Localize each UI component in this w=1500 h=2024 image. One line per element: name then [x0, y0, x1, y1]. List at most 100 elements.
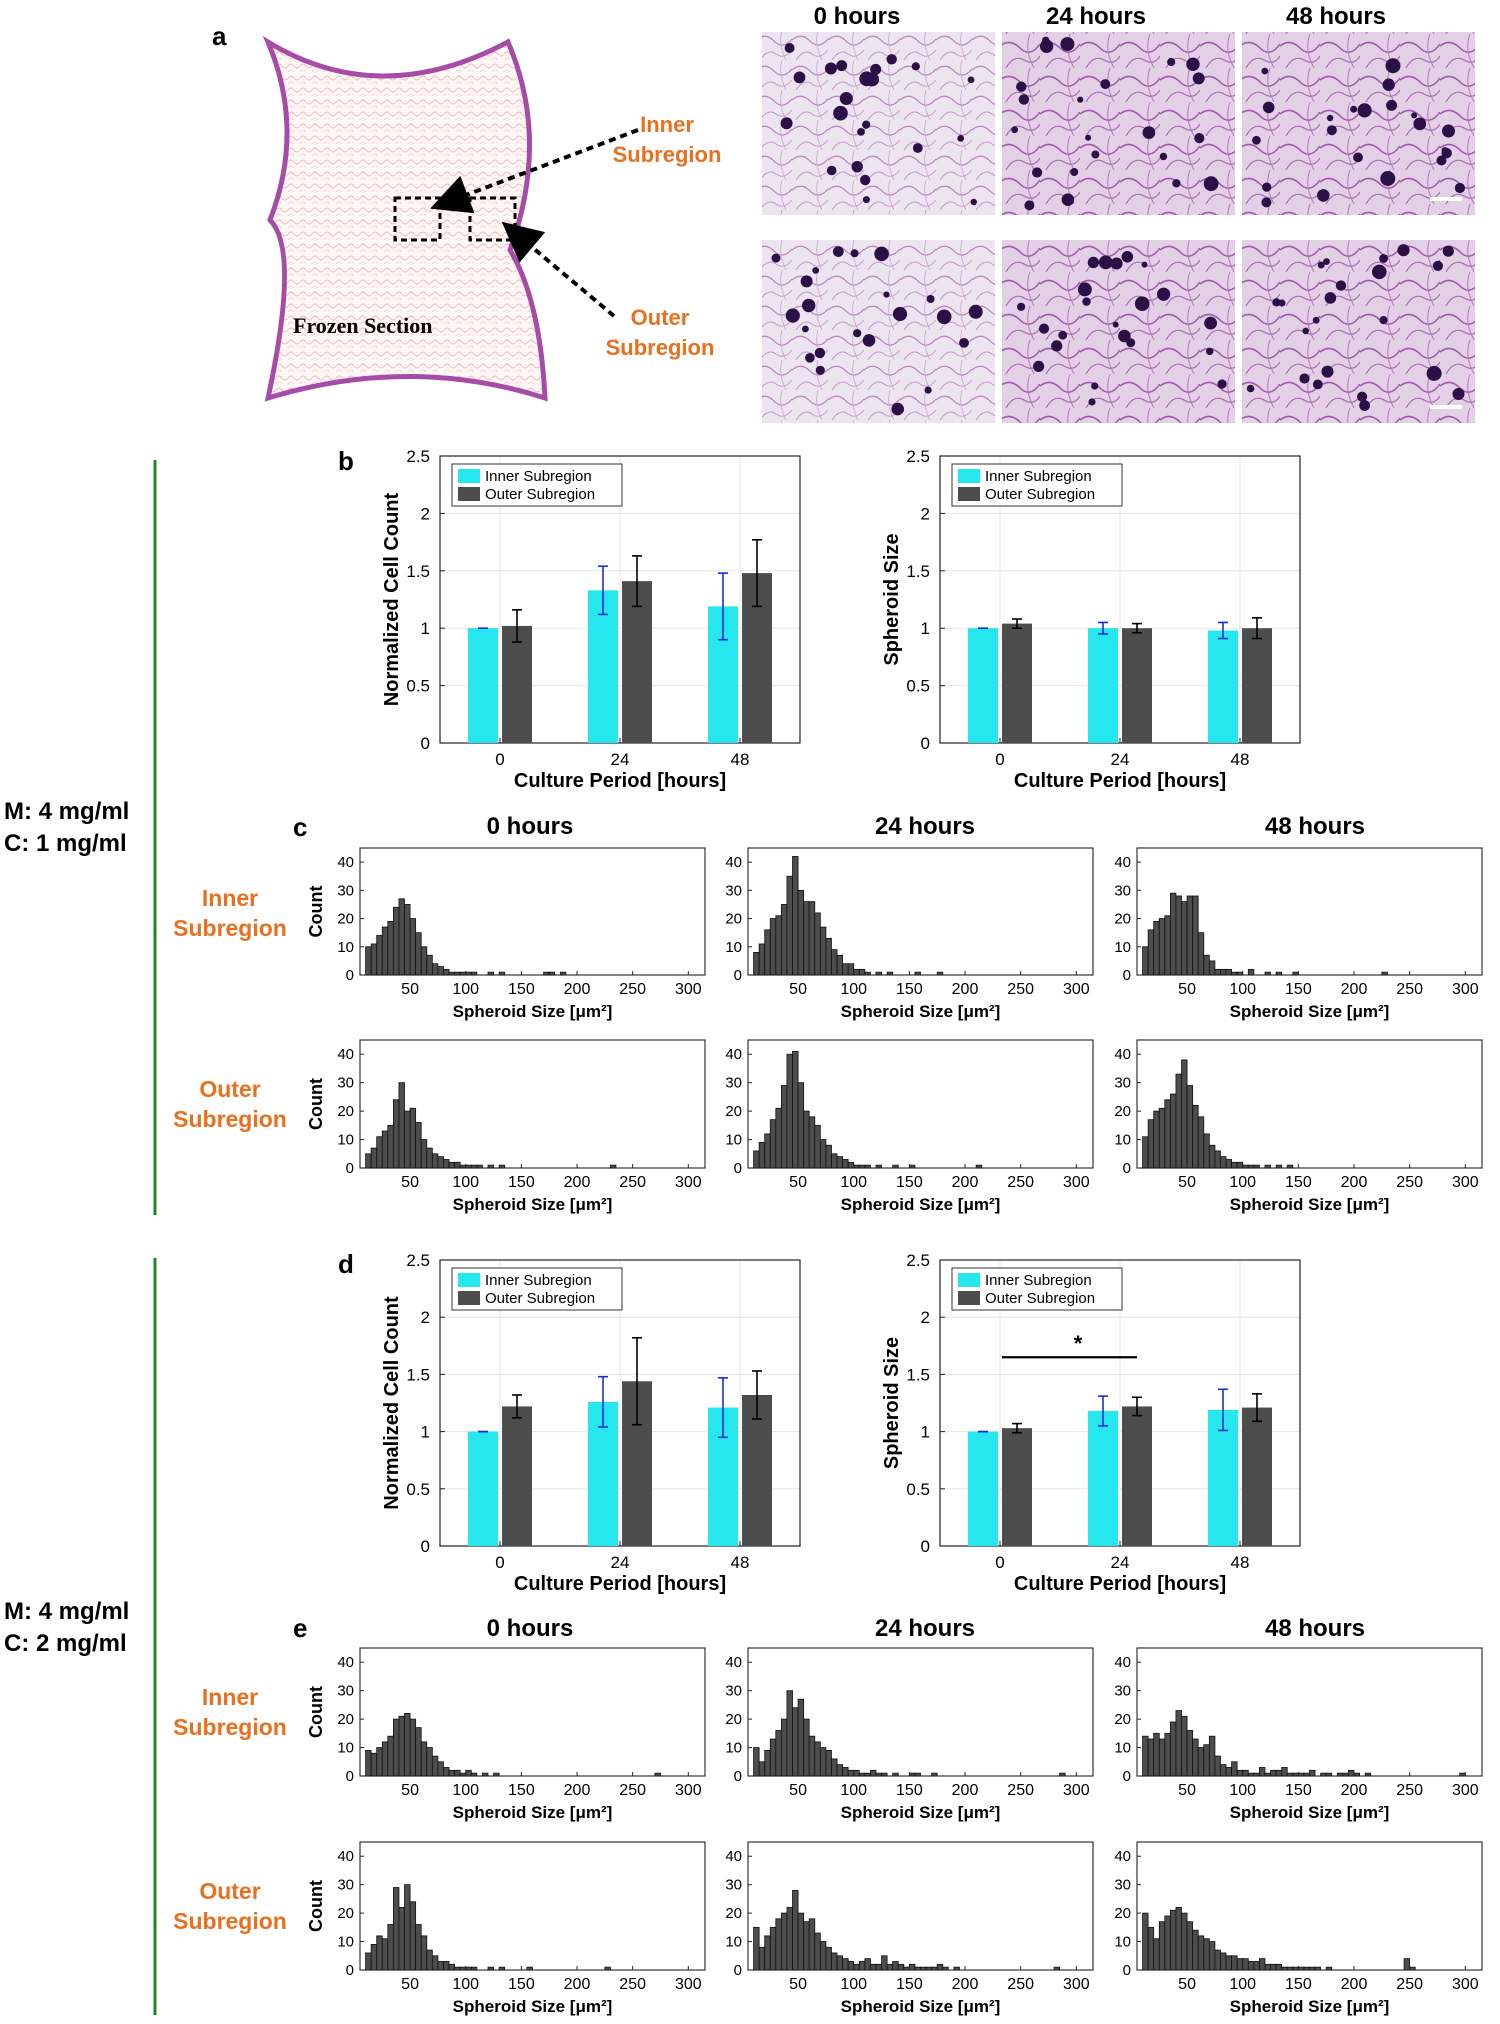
hist-bar — [1253, 1961, 1260, 1971]
cell-nucleus — [1024, 200, 1035, 211]
hist-bar — [448, 971, 455, 976]
y-tick-label: 1.5 — [406, 562, 430, 581]
cell-nucleus — [1411, 112, 1418, 119]
histogram-e-outer-0: 0 10 20 30 40 50 100 150 200 250 300 Spheroid Size … — [306, 1841, 706, 2016]
hist-bar — [886, 971, 894, 976]
hist-bar — [387, 1124, 394, 1169]
cell-nucleus — [1261, 67, 1269, 75]
cell-nucleus — [926, 295, 935, 303]
cell-nucleus — [1324, 292, 1337, 304]
hist-bar — [415, 1122, 422, 1169]
y-axis-label: Count — [306, 1880, 326, 1932]
hist-bar — [476, 1164, 483, 1169]
hist-bar — [1147, 1926, 1155, 1971]
cell-nucleus — [802, 325, 809, 333]
hist-bar — [387, 1924, 394, 1971]
y-tick-label: 1.5 — [406, 1365, 430, 1384]
cell-nucleus — [1426, 365, 1442, 381]
y-tick-label: 30 — [1114, 1683, 1131, 1700]
cell-nucleus — [1262, 101, 1275, 114]
hist-bar — [858, 968, 866, 976]
x-axis-label: Spheroid Size [μm²] — [453, 1195, 613, 1214]
hist-bar — [881, 1772, 888, 1777]
hist-bar — [1236, 1769, 1244, 1777]
hist-bar — [853, 1963, 860, 1971]
hist-bar — [415, 1727, 422, 1777]
x-tick-label: 300 — [675, 1174, 702, 1191]
hist-bar — [443, 1767, 450, 1777]
y-tick-label: 20 — [725, 911, 742, 928]
hist-c-outer-label-2: Subregion — [173, 1106, 287, 1132]
hist-bar — [420, 1935, 428, 1971]
hist-bar — [1286, 1966, 1294, 1971]
hist-bar — [836, 1955, 843, 1971]
micrograph-3 — [762, 240, 995, 423]
hist-bar — [1153, 1732, 1160, 1777]
hist-bar — [610, 1164, 617, 1169]
x-axis-label: Spheroid Size [μm²] — [1230, 1997, 1390, 2016]
cell-nucleus — [1436, 155, 1447, 166]
plot-frame — [747, 1039, 1094, 1169]
hist-bar — [775, 1918, 782, 1971]
panel-label-b: b — [338, 446, 354, 476]
hist-bar — [803, 901, 810, 976]
hist-bar — [1208, 1735, 1216, 1777]
x-tick-label: 200 — [1341, 981, 1368, 998]
y-tick-label: 40 — [337, 854, 354, 871]
cell-nucleus — [1121, 250, 1134, 263]
hist-bar — [431, 1955, 439, 1971]
cell-nucleus — [851, 161, 863, 173]
bar-inner-subregion-24 — [588, 590, 618, 743]
hist-bar — [1242, 1769, 1249, 1777]
hist-bar — [819, 1139, 827, 1169]
hist-bar — [1059, 1772, 1066, 1777]
hist-bar — [404, 1110, 411, 1169]
hist-bar — [1164, 1915, 1171, 1971]
hist-bar — [870, 1769, 877, 1777]
micrograph-header-24h: 24 hours — [1046, 3, 1146, 30]
y-tick-label: 0.5 — [406, 1480, 430, 1499]
cell-nucleus — [1217, 379, 1227, 389]
y-tick-label: 0 — [921, 1537, 930, 1556]
hist-bar — [842, 963, 849, 976]
hist-bar — [1164, 1099, 1171, 1169]
hist-bar — [437, 1961, 444, 1971]
legend-label: Outer Subregion — [485, 1290, 595, 1307]
x-tick-label: 50 — [789, 1976, 807, 1993]
hist-bar — [448, 1769, 455, 1777]
hist-bar — [470, 1772, 478, 1777]
hist-bar — [543, 971, 550, 976]
hist-bar — [1175, 1073, 1182, 1169]
x-tick-label: 250 — [619, 981, 646, 998]
micrograph-header-0h: 0 hours — [814, 3, 901, 30]
micrograph-3-cells — [771, 246, 983, 416]
hist-bar — [1264, 1963, 1271, 1971]
hist-bar — [831, 1153, 838, 1169]
hist-bar — [1270, 1963, 1277, 1971]
y-axis-label: Normalized Cell Count — [381, 1296, 403, 1510]
x-tick-label: 250 — [619, 1976, 646, 1993]
hist-bar — [437, 1156, 444, 1169]
legend-box — [451, 463, 623, 507]
hist-bar — [808, 1116, 816, 1169]
micrograph-header-48h: 48 hours — [1286, 3, 1386, 30]
histogram-c-inner-0: 0 10 20 30 40 50 100 150 200 250 300 Spheroid Size … — [306, 847, 706, 1021]
x-tick-label: 150 — [896, 1782, 923, 1799]
hist-bar — [780, 1718, 788, 1777]
x-tick-label: 50 — [789, 1174, 807, 1191]
x-tick-label: 300 — [1452, 981, 1479, 998]
hist-bar — [875, 971, 882, 976]
outer-arrow — [501, 221, 616, 318]
cell-nucleus — [780, 117, 793, 130]
hist-bar — [780, 904, 788, 976]
y-tick-label: 0 — [346, 1160, 354, 1177]
hist-bar — [1153, 1938, 1160, 1971]
y-axis-label: Count — [306, 1686, 326, 1738]
hist-bar — [814, 912, 821, 976]
cell-nucleus — [865, 72, 880, 87]
hist-bar — [1192, 1738, 1199, 1777]
hist-bar — [825, 1946, 832, 1971]
y-tick-label: 0.5 — [406, 677, 430, 696]
hist-bar — [769, 1926, 777, 1971]
hist-bar — [1231, 971, 1238, 976]
